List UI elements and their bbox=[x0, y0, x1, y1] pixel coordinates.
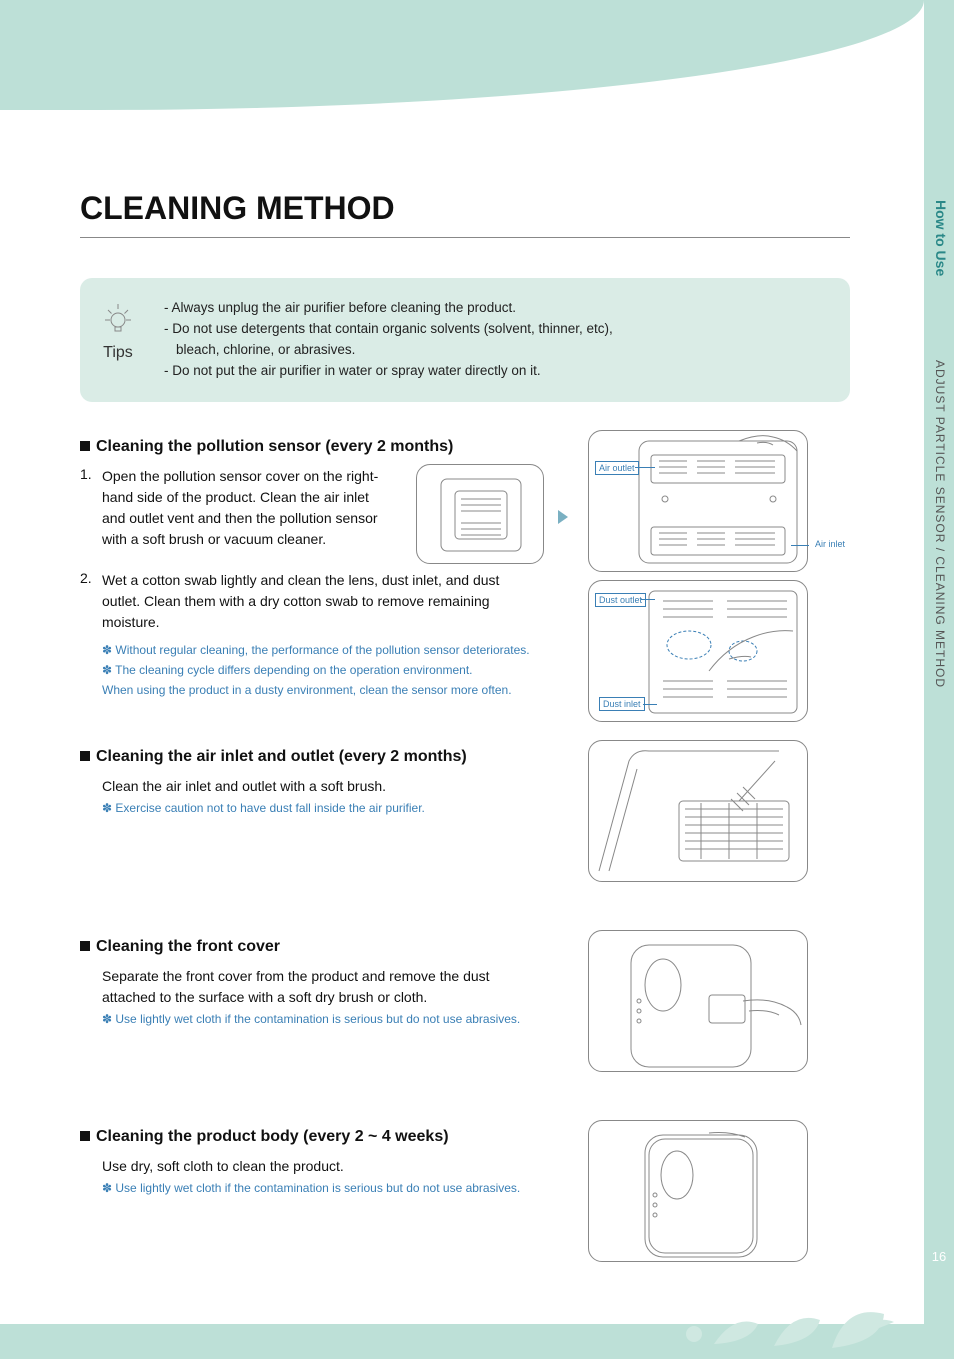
lightbulb-icon bbox=[100, 302, 136, 338]
header-curve bbox=[0, 0, 924, 110]
leader-line bbox=[635, 467, 655, 468]
figure-swab-cleaning: Dust outlet Dust inlet bbox=[588, 580, 808, 722]
figure-sensor-cover bbox=[416, 464, 544, 564]
section-heading-text: Cleaning the pollution sensor (every 2 m… bbox=[96, 438, 453, 455]
step-text: Open the pollution sensor cover on the r… bbox=[102, 466, 380, 550]
figure-air-vents: Air outlet Air inlet bbox=[588, 430, 808, 572]
section-product-body: Cleaning the product body (every 2 ~ 4 w… bbox=[80, 1128, 850, 1278]
figure-label-dust-inlet: Dust inlet bbox=[599, 697, 645, 711]
figure-label-air-inlet: Air inlet bbox=[815, 539, 845, 549]
section-heading-text: Cleaning the front cover bbox=[96, 938, 280, 955]
step-number: 2. bbox=[80, 570, 96, 633]
arrow-icon bbox=[558, 510, 568, 524]
sidebar-right: How to Use ADJUST PARTICLE SENSOR / CLEA… bbox=[924, 0, 954, 1354]
leader-line bbox=[791, 545, 809, 546]
footer-decoration bbox=[664, 1274, 924, 1354]
leader-line bbox=[643, 704, 657, 705]
figure-product-body bbox=[588, 1120, 808, 1262]
tips-line: bleach, chlorine, or abrasives. bbox=[164, 340, 613, 361]
step-text: Wet a cotton swab lightly and clean the … bbox=[102, 570, 500, 633]
figure-label-dust-outlet: Dust outlet bbox=[595, 593, 646, 607]
step-number: 1. bbox=[80, 466, 96, 550]
section-air-inlet-outlet: Cleaning the air inlet and outlet (every… bbox=[80, 748, 850, 898]
bullet-square-icon bbox=[80, 941, 90, 951]
section-heading-text: Cleaning the product body (every 2 ~ 4 w… bbox=[96, 1128, 449, 1145]
figure-brush-cleaning bbox=[588, 740, 808, 882]
leader-line bbox=[641, 599, 655, 600]
page-number: 16 bbox=[924, 1249, 954, 1264]
bullet-square-icon bbox=[80, 441, 90, 451]
side-tab-how-to-use: How to Use bbox=[933, 200, 949, 276]
tips-box: Tips - Always unplug the air purifier be… bbox=[80, 278, 850, 402]
tips-line: - Do not use detergents that contain org… bbox=[164, 321, 613, 336]
page-title: CLEANING METHOD bbox=[80, 190, 850, 238]
side-tab-section: ADJUST PARTICLE SENSOR / CLEANING METHOD bbox=[933, 360, 947, 688]
tips-line: - Do not put the air purifier in water o… bbox=[164, 363, 541, 378]
step: 1. Open the pollution sensor cover on th… bbox=[80, 466, 380, 550]
step: 2. Wet a cotton swab lightly and clean t… bbox=[80, 570, 500, 633]
section-pollution-sensor: Cleaning the pollution sensor (every 2 m… bbox=[80, 438, 850, 708]
tips-text: - Always unplug the air purifier before … bbox=[164, 298, 613, 382]
tips-line: - Always unplug the air purifier before … bbox=[164, 300, 516, 315]
body-text: Separate the front cover from the produc… bbox=[80, 966, 520, 1008]
page: CLEANING METHOD bbox=[0, 0, 924, 1324]
bullet-square-icon bbox=[80, 751, 90, 761]
section-heading-text: Cleaning the air inlet and outlet (every… bbox=[96, 748, 467, 765]
figure-front-cover bbox=[588, 930, 808, 1072]
figure-label-air-outlet: Air outlet bbox=[595, 461, 639, 475]
tips-icon-wrap: Tips bbox=[100, 298, 136, 362]
section-front-cover: Cleaning the front cover Separate the fr… bbox=[80, 938, 850, 1088]
content-area: CLEANING METHOD bbox=[80, 190, 850, 1318]
tips-label: Tips bbox=[103, 344, 133, 362]
bullet-square-icon bbox=[80, 1131, 90, 1141]
